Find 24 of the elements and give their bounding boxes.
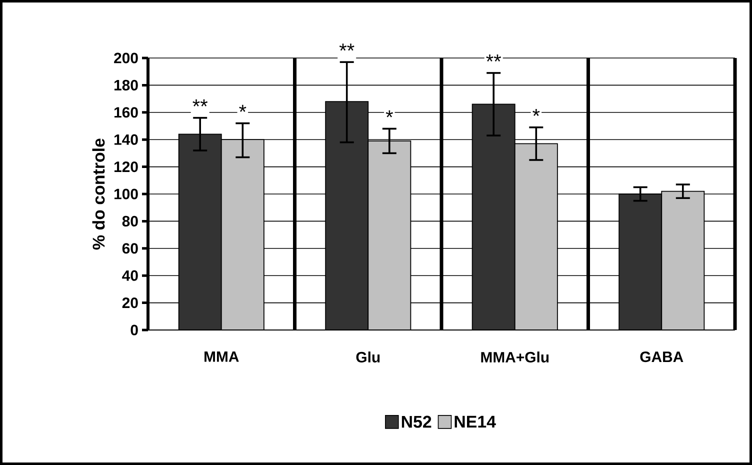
legend-label: N52 bbox=[402, 416, 432, 428]
y-tick-label: 100 bbox=[114, 188, 138, 200]
y-tick-label: 20 bbox=[122, 298, 138, 308]
y-tick-label: 40 bbox=[122, 270, 138, 281]
y-tick-label: 80 bbox=[122, 216, 138, 226]
y-tick-label: 160 bbox=[114, 107, 138, 118]
legend-label: NE14 bbox=[454, 416, 496, 428]
annotation: * bbox=[386, 110, 393, 118]
x-tick-label: GABA bbox=[640, 352, 684, 362]
y-tick-label: 120 bbox=[114, 162, 138, 172]
x-tick-label: MMA+Glu bbox=[481, 352, 549, 362]
annotation: * bbox=[532, 108, 540, 116]
annotation: ** bbox=[486, 54, 502, 62]
annotation: ** bbox=[192, 99, 208, 106]
text: ** bbox=[339, 44, 354, 51]
y-tick-label: 60 bbox=[122, 243, 138, 254]
x-tick-label: MMA bbox=[204, 352, 239, 362]
y-tick-label: 180 bbox=[114, 80, 138, 90]
y-tick-label: 0 bbox=[130, 324, 138, 336]
annotation: * bbox=[239, 104, 246, 112]
y-axis-title: % do controle bbox=[92, 138, 105, 250]
x-tick-label: Glu bbox=[356, 352, 380, 362]
y-tick-label: 200 bbox=[114, 52, 138, 64]
y-tick-label: 140 bbox=[114, 134, 138, 145]
